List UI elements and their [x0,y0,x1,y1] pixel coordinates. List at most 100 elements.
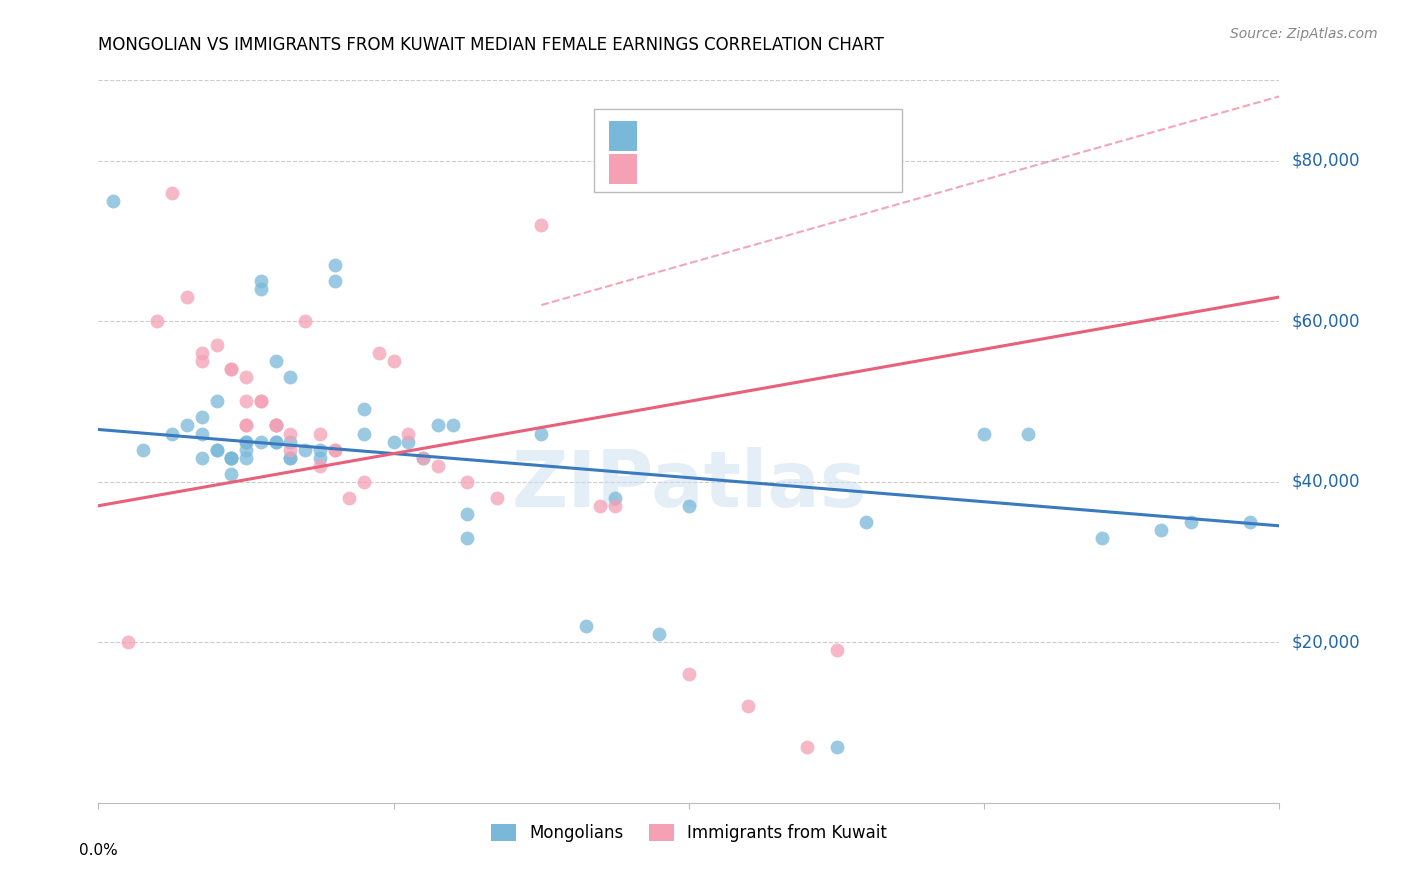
Point [530,218,553,232]
Point [264,418,287,433]
Point [796,739,818,754]
Point [250,434,273,449]
Text: $60,000: $60,000 [1291,312,1360,330]
Point [412,450,434,465]
Point [250,282,273,296]
Text: R =  0.233    N = 40: R = 0.233 N = 40 [648,160,817,178]
Point [235,434,257,449]
Point [162,426,183,441]
Point [1018,426,1040,441]
Point [825,643,848,657]
Text: $20,000: $20,000 [1291,633,1360,651]
Point [457,475,479,489]
Point [457,507,479,521]
Point [605,491,627,505]
Point [309,426,332,441]
Point [205,442,228,457]
Point [280,450,302,465]
Point [309,450,332,465]
Point [146,314,169,328]
Point [235,418,257,433]
Point [132,442,155,457]
Point [339,491,361,505]
Point [353,475,375,489]
Point [323,442,346,457]
Point [250,274,273,288]
Point [221,450,243,465]
Point [575,619,598,633]
Point [605,499,627,513]
FancyBboxPatch shape [609,153,637,184]
Text: R = -0.175    N = 56: R = -0.175 N = 56 [648,127,817,145]
Point [264,418,287,433]
Point [250,394,273,409]
Point [191,354,214,368]
Text: ZIPatlas: ZIPatlas [512,447,866,523]
Point [648,627,671,641]
Point [191,450,214,465]
Point [250,394,273,409]
Point [382,434,405,449]
Point [235,394,257,409]
Point [221,362,243,376]
Point [427,418,450,433]
Point [1091,531,1114,545]
Point [382,354,405,368]
Point [117,635,139,649]
Point [205,442,228,457]
Legend: Mongolians, Immigrants from Kuwait: Mongolians, Immigrants from Kuwait [485,817,893,848]
Point [191,410,214,425]
Point [412,450,434,465]
Point [235,442,257,457]
Point [309,458,332,473]
Point [280,450,302,465]
Text: $40,000: $40,000 [1291,473,1360,491]
Point [221,450,243,465]
Text: MONGOLIAN VS IMMIGRANTS FROM KUWAIT MEDIAN FEMALE EARNINGS CORRELATION CHART: MONGOLIAN VS IMMIGRANTS FROM KUWAIT MEDI… [98,36,884,54]
Text: Source: ZipAtlas.com: Source: ZipAtlas.com [1230,27,1378,41]
Point [191,426,214,441]
Point [280,442,302,457]
Point [162,186,183,200]
Point [280,426,302,441]
Point [973,426,995,441]
Point [678,499,700,513]
Point [427,458,450,473]
Point [280,434,302,449]
Point [221,467,243,481]
Point [294,442,316,457]
Point [353,426,375,441]
Point [235,370,257,384]
Point [441,418,464,433]
Point [205,338,228,352]
Point [176,290,198,304]
FancyBboxPatch shape [609,120,637,151]
Point [264,434,287,449]
Bar [595,109,901,193]
Point [235,450,257,465]
Point [176,418,198,433]
Point [1180,515,1202,529]
Point [221,362,243,376]
Point [737,699,759,714]
Text: 0.0%: 0.0% [79,843,118,857]
Point [280,370,302,384]
Point [264,434,287,449]
Text: $80,000: $80,000 [1291,152,1360,169]
Point [103,194,125,208]
Point [353,402,375,417]
Point [309,442,332,457]
Point [678,667,700,681]
Point [235,418,257,433]
Point [486,491,509,505]
Point [264,418,287,433]
Point [264,354,287,368]
Point [398,426,420,441]
Point [323,274,346,288]
Point [855,515,877,529]
Point [530,426,553,441]
Point [221,450,243,465]
Point [294,314,316,328]
Point [398,434,420,449]
Point [457,531,479,545]
